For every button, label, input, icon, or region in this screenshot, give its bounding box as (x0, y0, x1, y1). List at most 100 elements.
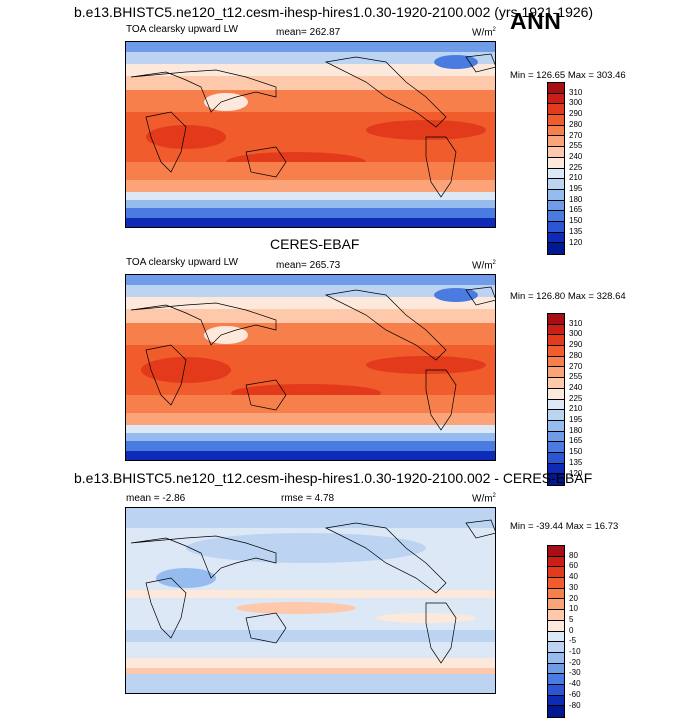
colorbar-swatch (548, 125, 564, 137)
colorbar-swatch (548, 211, 564, 222)
colorbar-swatch (548, 200, 564, 212)
colorbar-swatch (548, 674, 564, 685)
panel1-mean: mean= 262.87 (276, 27, 341, 38)
colorbar-swatch (548, 378, 564, 389)
colorbar-swatch (548, 356, 564, 368)
colorbar-tick-label: 40 (569, 572, 578, 582)
colorbar-tick-label: 225 (569, 393, 583, 403)
colorbar-swatch (548, 115, 564, 126)
panel1-units: W/m2 (472, 27, 496, 39)
colorbar-tick-label: 150 (569, 216, 583, 226)
colorbar-tick-label: 310 (569, 318, 583, 328)
colorbar-tick-label: 165 (569, 205, 583, 215)
colorbar-swatch (548, 452, 564, 464)
colorbar-swatch (548, 189, 564, 201)
colorbar-swatch (548, 399, 564, 411)
colorbar-swatch (548, 346, 564, 357)
colorbar-swatch (548, 335, 564, 347)
colorbar-swatch (548, 104, 564, 116)
colorbar-swatch (548, 642, 564, 653)
panel2-colorbar-swatches (547, 313, 565, 486)
colorbar-tick-label: 120 (569, 468, 583, 478)
colorbar-tick-label: -80 (569, 700, 581, 710)
colorbar-tick-label: 300 (569, 329, 583, 339)
panel1-colorbar-swatches (547, 82, 565, 255)
panel1-variable: TOA clearsky upward LW (126, 24, 238, 35)
colorbar-swatch (548, 147, 564, 158)
colorbar-swatch (548, 93, 564, 105)
colorbar-tick-label: 240 (569, 151, 583, 161)
colorbar-swatch (548, 157, 564, 169)
panel2-field (126, 275, 495, 460)
panel3-field (126, 508, 495, 693)
colorbar-tick-label: -10 (569, 647, 581, 656)
panel1-map (125, 41, 496, 228)
colorbar-swatch (548, 556, 564, 568)
colorbar-tick-label: 30 (569, 582, 578, 592)
colorbar-tick-label: 20 (569, 593, 578, 603)
colorbar-swatch (548, 388, 564, 400)
panel2-units: W/m2 (472, 260, 496, 272)
case-title: b.e13.BHISTC5.ne120_t12.cesm-ihesp-hires… (74, 4, 594, 20)
panel2-variable: TOA clearsky upward LW (126, 257, 238, 268)
colorbar-swatch (548, 631, 564, 643)
panel3-rmse: rmse = 4.78 (281, 493, 335, 504)
colorbar-tick-label: 0 (569, 625, 574, 635)
colorbar-swatch (548, 221, 564, 233)
panel3-map (125, 507, 496, 694)
panel1-field (126, 42, 495, 227)
colorbar-tick-label: -40 (569, 679, 581, 689)
colorbar-swatch (548, 431, 564, 443)
colorbar-tick-label: 280 (569, 350, 583, 360)
colorbar-tick-label: 280 (569, 119, 583, 129)
colorbar-swatch (548, 232, 564, 244)
colorbar-swatch (548, 243, 564, 254)
panel2-mean: mean= 265.73 (276, 260, 341, 271)
colorbar-tick-label: -5 (569, 636, 577, 646)
colorbar-tick-label: 210 (569, 404, 583, 414)
colorbar-tick-label: 135 (569, 457, 583, 467)
colorbar-swatch (548, 652, 564, 664)
colorbar-tick-label: 80 (569, 550, 578, 560)
colorbar-tick-label: 290 (569, 340, 583, 350)
colorbar-tick-label: 180 (569, 425, 583, 435)
colorbar-tick-label: 240 (569, 382, 583, 392)
colorbar-swatch (548, 546, 564, 557)
colorbar-swatch (548, 706, 564, 717)
colorbar-swatch (548, 410, 564, 421)
colorbar-swatch (548, 314, 564, 325)
colorbar-swatch (548, 168, 564, 180)
colorbar-swatch (548, 578, 564, 589)
diff-title: b.e13.BHISTC5.ne120_t12.cesm-ihesp-hires… (74, 470, 593, 486)
colorbar-tick-label: 165 (569, 436, 583, 446)
colorbar-swatch (548, 599, 564, 611)
colorbar-swatch (548, 136, 564, 148)
colorbar-tick-label: 255 (569, 141, 583, 151)
colorbar-swatch (548, 367, 564, 379)
panel3-minmax: Min = -39.44 Max = 16.73 (510, 521, 619, 532)
panel2-title: CERES-EBAF (270, 236, 360, 252)
colorbar-swatch (548, 663, 564, 675)
colorbar-tick-label: 300 (569, 98, 583, 108)
colorbar-swatch (548, 620, 564, 632)
colorbar-tick-label: 60 (569, 561, 578, 571)
colorbar-swatch (548, 610, 564, 621)
colorbar-tick-label: 270 (569, 130, 583, 140)
colorbar-swatch (548, 83, 564, 94)
colorbar-swatch (548, 695, 564, 707)
colorbar-tick-label: 195 (569, 415, 583, 424)
panel3-colorbar-swatches (547, 545, 565, 718)
colorbar-tick-label: -30 (569, 668, 581, 678)
panel2-minmax: Min = 126.80 Max = 328.64 (510, 291, 626, 302)
colorbar-tick-label: 180 (569, 194, 583, 204)
colorbar-swatch (548, 442, 564, 453)
colorbar-swatch (548, 567, 564, 579)
panel2-colorbar: 310 300 290 280 270 255 240 225 210 195 180 165 150 1… (547, 313, 582, 486)
colorbar-tick-label: 5 (569, 614, 574, 624)
colorbar-swatch (548, 684, 564, 696)
colorbar-tick-label: 225 (569, 162, 583, 172)
panel1-colorbar: 310 300 290 280 270 255 240 225 210 195 180 165 150 1… (547, 82, 582, 255)
colorbar-tick-label: 290 (569, 109, 583, 119)
colorbar-swatch (548, 420, 564, 432)
panel3-colorbar: 80 60 40 30 20 10 5 0 -5 -10 -20 -30 -40 -60 -80 (547, 545, 581, 718)
